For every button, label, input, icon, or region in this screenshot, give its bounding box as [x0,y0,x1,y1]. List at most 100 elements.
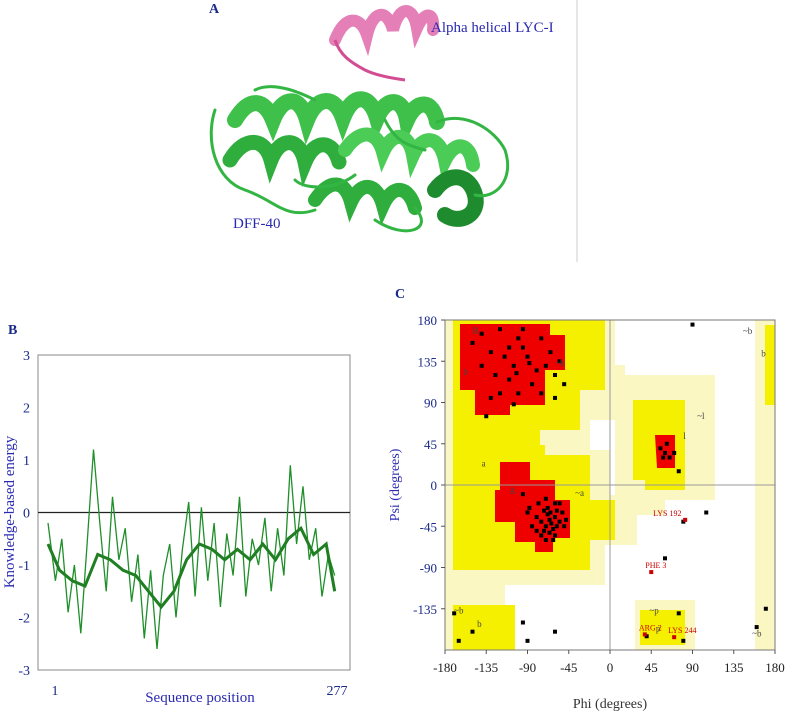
residue-point [547,517,552,522]
phi-tick-label: -135 [474,660,498,675]
panel-b-label: B [8,323,17,338]
residue-point [525,510,530,515]
energy-ylabel: Knowledge-based energy [2,435,18,588]
energy-y-ticks: 3 2 1 0 -1 -2 -3 [18,349,30,679]
residue-point [542,528,546,533]
energy-y-tick: -1 [18,559,30,574]
residue-point [534,515,539,520]
residue-point [661,455,666,460]
residue-point [488,350,493,355]
residue-point [520,620,525,625]
residue-point [536,501,541,506]
residue-point [542,508,546,513]
residue-point [562,382,567,387]
dff40-protein [209,85,510,233]
residue-point [520,327,525,332]
panel-b-energy-plot: B 3 2 1 0 -1 -2 -3 1 277 Sequence position Kno… [0,310,375,717]
psi-tick-label: 180 [418,313,438,328]
residue-point [545,512,550,517]
residue-point [527,505,532,510]
residue-point [520,345,525,350]
phi-ticks: -180 -135 -90 -45 0 45 90 135 180 [433,650,785,675]
ramachandran-chart: C LYS 192 PHE 3 ARG 2 LYS 244 Bb ~b ~b b ~l l a A ~… [388,287,785,712]
residue-point [479,363,484,368]
energy-y-tick: -2 [18,612,30,627]
psi-tick-label: -90 [420,561,437,576]
residue-point [525,638,530,643]
residue-point [564,517,568,522]
residue-point [543,496,548,501]
residue-point [681,638,686,643]
psi-ylabel: Psi (degrees) [388,448,403,521]
residue-point [479,331,484,336]
psi-ticks: 180 135 90 45 0 -45 -90 -135 [413,313,445,617]
region-label: ~b [743,326,753,336]
phi-tick-label: 0 [607,660,614,675]
residue-label: ARG 2 [639,623,662,632]
residue-label: LYS 192 [653,509,681,518]
phi-tick-label: -180 [433,660,457,675]
region-label: l [683,431,686,441]
residue-point [551,538,556,542]
protein-label: DFF-40 [233,216,281,232]
residue-point [484,414,489,419]
residue-point [663,450,667,455]
residue-point [554,508,559,513]
residue-point [511,402,516,407]
phi-tick-label: 135 [724,660,744,675]
residue-point [543,538,548,542]
energy-chart: B 3 2 1 0 -1 -2 -3 1 277 Sequence position Kno… [2,323,351,706]
region-label: p [656,624,661,634]
residue-point [470,629,475,634]
residue-label: PHE 3 [645,561,666,570]
residue-point [547,530,552,535]
psi-tick-label: -135 [413,602,437,617]
region-label: b [477,619,482,629]
residue-point [498,327,502,332]
residue-point [493,373,498,377]
residue-label: LYS 244 [668,626,696,635]
residue-point [551,527,556,531]
panel-c-label: C [395,287,405,302]
residue-point [553,373,557,377]
residue-point [452,611,457,616]
region-label: ~l [697,411,705,421]
psi-tick-label: 135 [418,354,438,369]
residue-point [527,361,532,366]
outlier-point [672,635,677,640]
phi-tick-label: 45 [645,660,658,675]
region-label: ~b [752,628,762,638]
region-label: b [463,367,468,377]
residue-point [498,391,502,396]
residue-point [560,510,565,515]
residue-point [516,336,521,341]
outlier-point [683,517,688,522]
panel-a-label: A [209,2,220,17]
residue-point [664,441,669,446]
outlier-point [642,632,647,637]
energy-series-window-10 [47,449,336,650]
residue-point [516,391,521,396]
residue-point [553,629,557,634]
x-start-tick: 1 [52,684,59,699]
residue-point [545,505,550,510]
outlier-point [649,570,654,575]
residue-point [553,395,557,400]
region-labels: Bb ~b ~b b ~l l a A ~a ~b b ~p p ~b [454,326,766,639]
phi-xlabel: Phi (degrees) [573,697,648,712]
energy-series-window-40 [46,525,337,610]
residue-point [507,345,512,350]
phi-tick-label: -90 [519,660,536,675]
residue-point [763,606,768,611]
residue-point [543,524,548,529]
psi-tick-label: -45 [420,519,437,534]
residue-point [520,492,525,497]
residue-point [704,510,709,515]
x-end-tick: 277 [327,684,348,699]
energy-y-tick: 3 [23,349,30,364]
region-label: b [761,349,766,359]
residue-point [690,322,695,327]
phi-tick-label: -45 [560,660,577,675]
energy-y-tick: 1 [23,454,30,469]
